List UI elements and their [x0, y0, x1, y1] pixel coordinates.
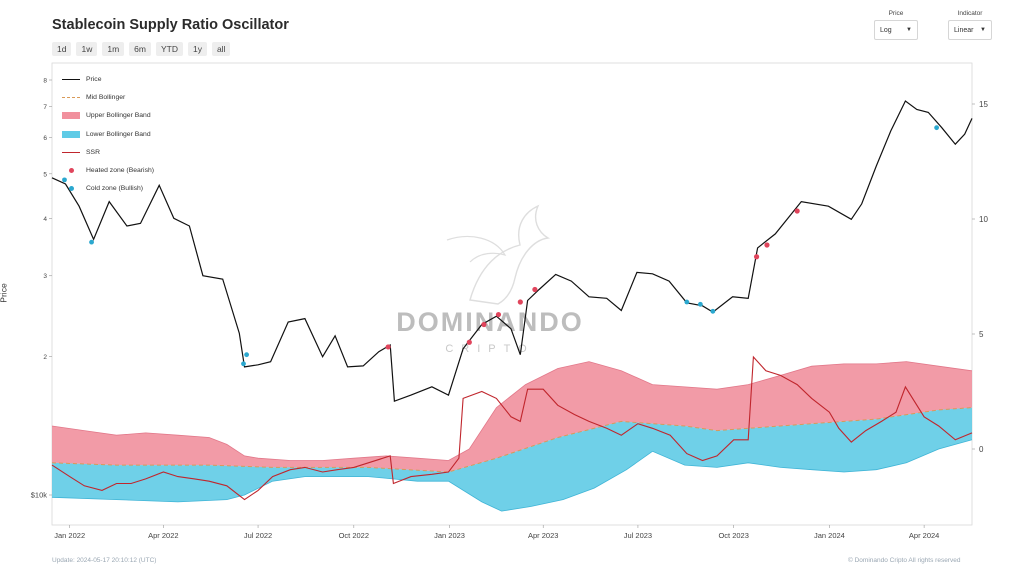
cold-zone-point	[697, 301, 703, 307]
chart-title: Stablecoin Supply Ratio Oscillator	[52, 17, 289, 33]
mid-bollinger-line	[51, 407, 973, 473]
range-1w-button[interactable]: 1w	[76, 42, 98, 56]
legend-item-price[interactable]: Price	[62, 70, 154, 88]
ssr-line	[51, 355, 973, 501]
legend-label: Lower Bollinger Band	[86, 130, 151, 138]
right-axis-tick-label: 15	[979, 100, 988, 109]
x-axis-tick-label: Apr 2024	[909, 531, 939, 540]
legend-label: Mid Bollinger	[86, 93, 126, 101]
heated-zone-point	[385, 344, 391, 350]
left-axis-tick-label: 6	[43, 135, 47, 142]
watermark-text: DOMINANDO	[396, 307, 584, 337]
legend-item-heated[interactable]: Heated zone (Bearish)	[62, 161, 154, 179]
whale-fin-icon	[446, 235, 507, 263]
indicator-scale-value: Linear	[954, 26, 974, 34]
left-axis-tick-label: 3	[43, 273, 47, 280]
heated-zone-point	[466, 339, 472, 345]
range-1m-button[interactable]: 1m	[102, 42, 125, 56]
heated-zone-point	[495, 311, 502, 318]
left-axis-tick-label: $10k	[31, 491, 48, 500]
legend-item-ssr[interactable]: SSR	[62, 143, 154, 161]
range-6m-button[interactable]: 6m	[129, 42, 151, 56]
right-axis-tick-label: 10	[979, 215, 988, 224]
price-line	[51, 100, 973, 403]
x-axis-tick-label: Jan 2022	[54, 531, 85, 540]
legend-swatch-mid	[62, 96, 80, 98]
cold-zone-point	[244, 352, 250, 358]
legend-label: Upper Bollinger Band	[86, 112, 151, 120]
left-axis-tick-label: 8	[43, 78, 47, 85]
cold-zone-point	[89, 239, 94, 245]
watermark-logo	[446, 204, 551, 305]
right-axis-tick-label: 0	[979, 445, 984, 454]
left-axis-tick-label: 7	[43, 104, 47, 111]
left-axis-tick-label: 5	[43, 171, 47, 178]
x-axis-tick-label: Oct 2022	[339, 531, 369, 540]
x-axis-tick-label: Apr 2022	[148, 531, 178, 540]
right-axis-tick-label: 5	[979, 330, 984, 339]
copyright: © Dominando Cripto All rights reserved	[848, 557, 961, 564]
x-axis-tick-label: Jul 2022	[244, 531, 272, 540]
legend-swatch-heated	[62, 167, 80, 173]
price-scale-label: Price	[888, 10, 904, 17]
legend-label: Cold zone (Bullish)	[86, 185, 144, 193]
range-1d-button[interactable]: 1d	[52, 42, 72, 56]
heated-zone-point	[532, 286, 538, 293]
price-scale-control: Price Log ▼	[874, 10, 918, 40]
range-ytd-button[interactable]: YTD	[155, 42, 183, 56]
update-timestamp: Update: 2024-05-17 20:10:12 (UTC)	[52, 557, 157, 564]
heated-zone-point	[753, 254, 760, 260]
legend-label: Price	[86, 75, 102, 83]
heated-zone-point	[481, 321, 487, 328]
cold-zone-point	[684, 299, 690, 305]
indicator-scale-control: Indicator Linear ▼	[948, 10, 992, 40]
legend-label: Heated zone (Bearish)	[86, 167, 155, 175]
range-all-button[interactable]: all	[211, 42, 231, 56]
indicator-scale-select[interactable]: Linear ▼	[948, 20, 992, 40]
lower-bollinger-band-area	[52, 407, 972, 512]
x-axis-tick-label: Jul 2023	[624, 531, 652, 540]
legend-item-lower-band[interactable]: Lower Bollinger Band	[62, 125, 154, 143]
x-axis-tick-label: Jan 2024	[814, 531, 845, 540]
heated-zone-point	[794, 208, 800, 214]
range-selector: 1d 1w 1m 6m YTD 1y all	[52, 42, 231, 56]
legend-item-mid-bollinger[interactable]: Mid Bollinger	[62, 88, 154, 106]
legend-swatch-cold	[62, 185, 80, 191]
legend-label: SSR	[86, 148, 100, 156]
x-axis-tick-label: Apr 2023	[528, 531, 558, 540]
upper-bollinger-band-line	[51, 361, 973, 461]
legend-swatch-upper	[62, 112, 80, 120]
cold-zone-point	[241, 361, 246, 367]
left-axis-tick-label: 4	[43, 216, 47, 223]
price-scale-select[interactable]: Log ▼	[874, 20, 918, 40]
cold-zone-point	[934, 125, 940, 131]
lower-bollinger-band-line	[51, 439, 973, 512]
chevron-down-icon: ▼	[980, 27, 986, 33]
legend-item-upper-band[interactable]: Upper Bollinger Band	[62, 107, 154, 125]
price-scale-value: Log	[880, 26, 892, 34]
legend-swatch-lower	[62, 130, 80, 138]
cold-zone-point	[62, 177, 67, 183]
cold-zone-point	[710, 308, 716, 314]
legend-item-cold[interactable]: Cold zone (Bullish)	[62, 180, 154, 198]
range-1y-button[interactable]: 1y	[187, 42, 207, 56]
x-axis-tick-label: Jan 2023	[434, 531, 465, 540]
left-axis-tick-label: 2	[43, 354, 47, 361]
x-axis-tick-label: Oct 2023	[718, 531, 748, 540]
heated-zone-point	[764, 242, 770, 248]
chevron-down-icon: ▼	[906, 27, 912, 33]
chart-legend: Price Mid Bollinger Upper Bollinger Band…	[62, 70, 154, 198]
indicator-scale-label: Indicator	[957, 10, 983, 17]
heated-zone-point	[517, 299, 523, 305]
legend-swatch-price	[62, 78, 80, 80]
legend-swatch-ssr	[62, 151, 80, 153]
whale-tail-icon	[469, 204, 551, 305]
